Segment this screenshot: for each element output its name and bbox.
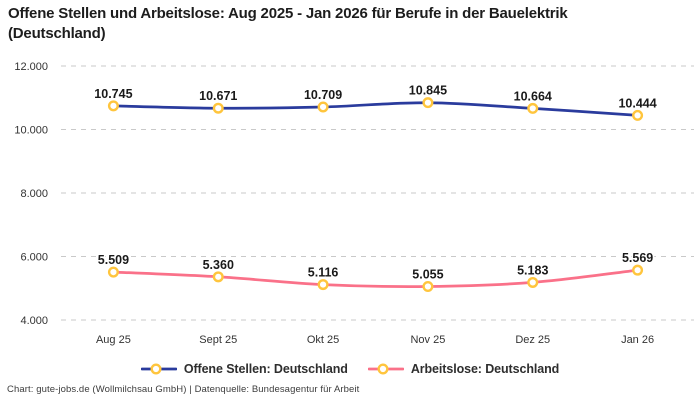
page-title: Offene Stellen und Arbeitslose: Aug 2025… [8,4,568,43]
chart-canvas: 12.000 10.000 8.000 6.000 4.000 Aug 25 Sept 25… [14,61,694,346]
page-title-line-1: Offene Stellen und Arbeitslose: Aug 2025… [8,5,568,22]
x-tick-label: Aug 25 [96,334,131,346]
x-tick-label: Okt 25 [307,334,339,346]
y-tick-label: 6.000 [20,252,48,264]
data-point-label: 5.509 [98,253,129,267]
data-point-marker[interactable] [317,279,329,291]
data-point-marker[interactable] [212,102,224,114]
data-point-marker[interactable] [422,281,434,293]
legend-marker [377,363,389,375]
series-line-arbeitslose-deutschland [112,268,639,288]
data-point-marker[interactable] [527,276,539,288]
page-title-line-2: (Deutschland) [8,24,106,42]
chart-area: 12.000 10.000 8.000 6.000 4.000 Aug 25 Sept 25… [0,55,700,405]
x-tick-label: Dez 25 [515,334,550,346]
x-tick-label: Jan 26 [621,334,654,346]
data-point-marker[interactable] [107,100,119,112]
line-marker-icon [140,363,177,375]
data-point-label: 5.569 [622,251,653,265]
data-point-label: 5.360 [203,258,234,272]
data-point-label: 10.664 [514,89,552,103]
data-point-marker[interactable] [632,264,644,276]
series-line-offene-stellen-deutschland [112,101,639,117]
data-point-label: 10.709 [304,88,342,102]
y-tick-label: 12.000 [14,61,48,73]
y-tick-label: 8.000 [20,188,48,200]
data-point-label: 10.671 [199,89,237,103]
data-point-label: 10.845 [409,84,447,98]
legend-item-offene-stellen: Offene Stellen: Deutschland [140,362,348,376]
line-marker-icon [367,363,404,375]
data-point-marker[interactable] [632,109,644,121]
data-point-label: 5.183 [517,263,548,277]
data-point-marker[interactable] [422,97,434,109]
y-tick-label: 10.000 [14,125,48,137]
x-tick-label: Nov 25 [410,334,445,346]
data-point-marker[interactable] [527,102,539,114]
data-point-label: 5.116 [308,266,339,280]
legend-label-offene-stellen: Offene Stellen: Deutschland [183,362,348,376]
data-point-marker[interactable] [212,271,224,283]
x-tick-label: Sept 25 [199,334,237,346]
data-point-marker[interactable] [317,101,329,113]
y-tick-label: 4.000 [20,315,48,327]
attribution-footer: Chart: gute-jobs.de (Wollmilchsau GmbH) … [7,384,360,395]
legend-marker [150,363,162,375]
legend-item-arbeitslose: Arbeitslose: Deutschland [367,362,560,376]
data-point-label: 10.444 [618,96,656,110]
data-point-marker[interactable] [107,266,119,278]
data-point-label: 10.745 [94,87,132,101]
legend: Offene Stellen: Deutschland Arbeitslose:… [0,357,700,381]
data-point-label: 5.055 [412,268,443,282]
legend-label-arbeitslose: Arbeitslose: Deutschland [410,362,560,376]
